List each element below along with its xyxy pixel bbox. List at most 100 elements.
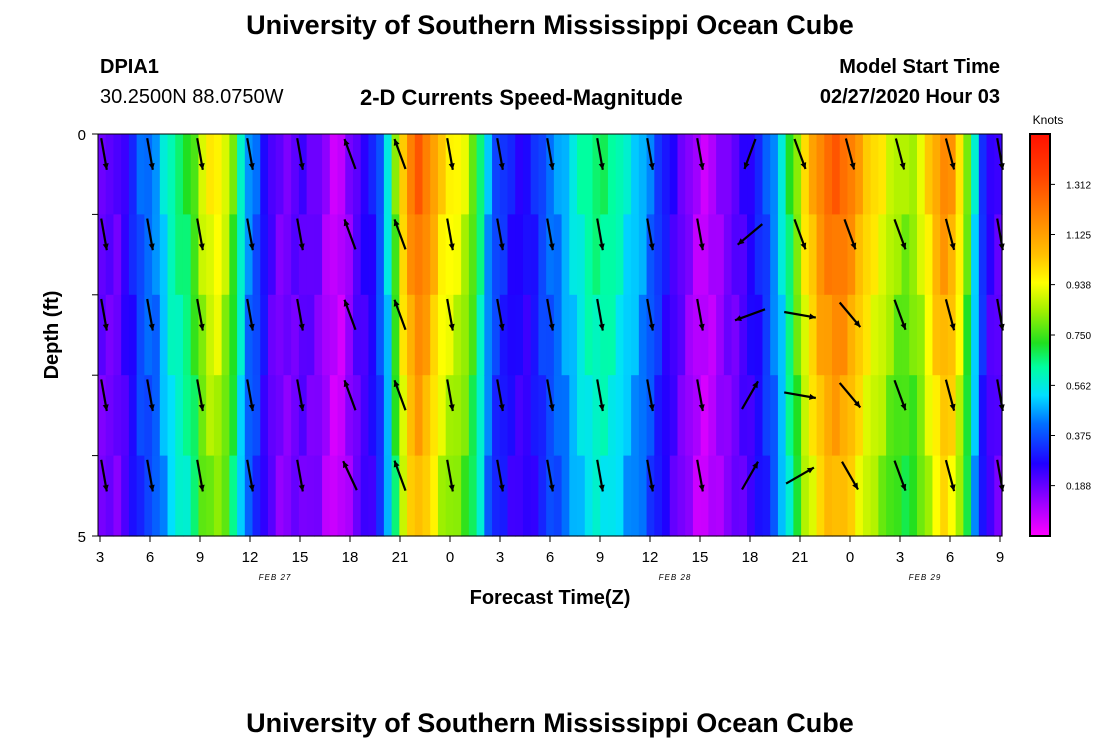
heat-cell [136,134,145,215]
heat-cell [105,294,115,376]
heat-cell [213,455,223,537]
heat-cell [538,134,547,215]
current-arrow [596,218,605,251]
station-id: DPIA1 [100,56,159,78]
heat-cell [615,455,625,537]
current-arrow [893,379,907,411]
heat-cell [437,294,447,376]
heat-cell [229,214,238,296]
heat-cell [399,294,408,376]
heat-cell [345,455,354,537]
heat-cell [229,134,238,215]
heat-cell [391,375,400,457]
heat-cell [144,455,153,537]
heat-cell [909,294,918,376]
heat-cell [522,294,532,376]
heat-cell [685,455,694,537]
heat-cell [600,294,609,376]
heat-cell [322,455,331,537]
heat-cell [963,214,972,296]
heat-cell [600,455,609,537]
heat-cell [700,214,709,296]
heat-cell [747,214,756,296]
heat-cell [978,294,988,376]
heat-cell [901,294,910,376]
heat-cell [522,134,532,215]
current-arrow [944,138,956,170]
heat-cell [592,134,601,215]
heat-cell [878,134,887,215]
heat-cell [808,294,818,376]
heat-cell [237,214,246,296]
current-arrow [246,218,255,251]
heat-cell [801,375,810,457]
current-arrow [646,298,655,331]
heat-cell [252,134,261,215]
heat-cell [770,214,779,296]
current-arrow [146,218,155,251]
heat-cell [484,455,493,537]
heat-cell [244,375,254,457]
heat-cell [345,134,354,215]
heat-cell [499,375,509,457]
heat-cell [229,375,238,457]
heat-cell [623,134,632,215]
heat-cell [267,294,277,376]
heat-cell [940,214,949,296]
heat-cell [291,294,300,376]
heat-cell [546,455,555,537]
heat-cell [692,294,702,376]
heat-cell [855,294,864,376]
heat-cell [468,134,478,215]
heat-cell [267,214,277,296]
heat-cell [314,455,323,537]
heat-cell [190,455,200,537]
heat-cell [824,375,833,457]
current-arrow [393,379,407,411]
heat-cell [399,375,408,457]
heat-cell [329,455,339,537]
heat-cell [144,134,153,215]
heat-cell [352,134,362,215]
heat-cell [360,294,370,376]
heat-cell [646,294,655,376]
heat-cell [839,214,849,296]
heat-cell [631,214,640,296]
heat-cell [175,134,184,215]
current-arrow [696,138,705,170]
x-tick-label: 12 [242,549,259,566]
heat-cell [685,294,694,376]
heat-cell [283,134,292,215]
heat-cell [886,134,895,215]
current-arrow [546,298,555,331]
bottom-title: University of Southern Mississippi Ocean… [246,708,854,738]
heat-cell [971,294,980,376]
heat-cell [267,455,277,537]
heat-cell [994,294,1003,376]
heat-cell [731,214,740,296]
heat-cell [569,375,578,457]
heat-cell [839,294,849,376]
heat-cell [832,134,841,215]
heat-cell [955,134,964,215]
heat-cell [368,214,377,296]
heat-cell [862,134,872,215]
current-arrow [146,138,155,170]
heat-cell [770,294,779,376]
heat-cell [924,134,934,215]
heat-cell [499,214,509,296]
heat-cell [291,375,300,457]
heat-cell [685,134,694,215]
heat-cell [924,455,934,537]
heat-cell [206,294,215,376]
heat-cell [955,294,964,376]
heat-cell [113,375,122,457]
heat-cell [978,134,988,215]
heat-cell [422,134,431,215]
heat-cell [445,375,455,457]
heat-cell [886,375,895,457]
heat-cell [963,134,972,215]
heatmap-cells [98,134,1003,537]
heat-cell [244,214,254,296]
heat-cell [128,375,138,457]
